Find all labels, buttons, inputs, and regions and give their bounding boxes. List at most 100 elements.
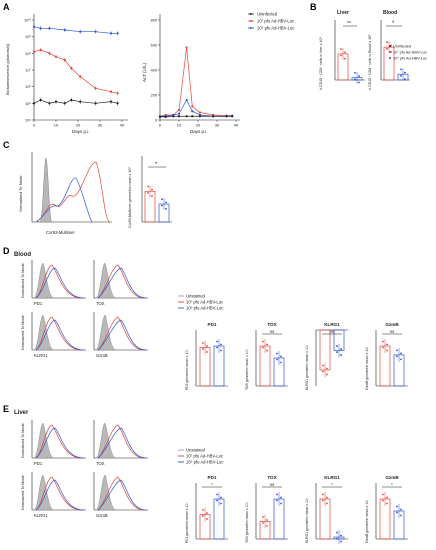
a-right-point bbox=[212, 115, 215, 118]
hist-xlabel: KLRG1 bbox=[34, 353, 48, 358]
bar-dot bbox=[220, 343, 222, 346]
b-liver-dot bbox=[358, 81, 360, 84]
sig-label: ns bbox=[330, 329, 335, 334]
bar-title: GzmB bbox=[385, 322, 399, 327]
bar-dot bbox=[386, 349, 388, 352]
panel-label-e: E bbox=[3, 404, 9, 414]
a-right-ytick-label: 800 bbox=[151, 19, 157, 23]
c-dot bbox=[161, 198, 163, 201]
a-right-point bbox=[177, 112, 181, 115]
d-legend-unstained-label: Unstained bbox=[186, 294, 206, 299]
legend-high-label: 10⁹ pfu Ad-HBV-Luc bbox=[257, 26, 294, 31]
bar-dot bbox=[396, 355, 398, 358]
bar-dot bbox=[322, 499, 324, 502]
a-left-ytick-label: 10⁶ bbox=[25, 85, 31, 89]
hist-low bbox=[97, 476, 145, 511]
b-legend-uninfected-label: Uninfected bbox=[393, 44, 411, 48]
c-dot bbox=[165, 201, 167, 204]
b-blood-dot bbox=[386, 47, 388, 50]
panel-label-c: C bbox=[3, 140, 10, 150]
bar-dot bbox=[266, 519, 268, 521]
a-right-point bbox=[191, 115, 194, 118]
bar-dot bbox=[280, 361, 282, 364]
a-left-ytick-label: 10⁵ bbox=[25, 102, 31, 106]
a-right-xtick-label: 40 bbox=[234, 123, 239, 128]
e-legend-unstained-label: Unstained bbox=[186, 448, 206, 453]
hist-high bbox=[97, 267, 147, 299]
bar-dot bbox=[220, 496, 222, 499]
bar-title: PD1 bbox=[208, 322, 217, 327]
hist-low bbox=[97, 316, 145, 351]
bar-dot bbox=[220, 502, 222, 505]
bar-ylabel: TOX geometric mean x 10³ bbox=[245, 501, 249, 543]
e-legend-high-label: 10⁹ pfu Ad-HBV-Luc bbox=[186, 460, 223, 465]
a-right-ytick-label: 200 bbox=[151, 94, 157, 98]
b-legend-low-label: 10⁷ pfu Ad-HBV-Luc bbox=[393, 50, 427, 54]
bar-dot bbox=[400, 508, 402, 511]
sig-label: ns bbox=[390, 329, 395, 334]
bar-dot bbox=[336, 531, 338, 534]
d-legend-low-label: 10⁷ pfu Ad-HBV-Luc bbox=[186, 300, 223, 305]
bar-dot bbox=[276, 358, 278, 361]
a-right-xtick-label: 30 bbox=[215, 123, 220, 128]
legend-uninfected-marker bbox=[250, 13, 252, 15]
bar-dot bbox=[216, 499, 218, 502]
a-right-point bbox=[191, 105, 194, 108]
bar-dot bbox=[382, 499, 384, 502]
panel-c-bar-chart: Cor93-Multimer geometric mean x 10³ * bbox=[128, 156, 172, 228]
panel-label-b: B bbox=[310, 2, 317, 12]
hist-high bbox=[97, 479, 147, 511]
b-legend-uninfected-marker bbox=[389, 45, 391, 47]
b-legend-high-label: 10⁹ pfu Ad-HBV-Luc bbox=[393, 56, 427, 60]
b-liver-sig: ** bbox=[347, 21, 351, 27]
a-right-point bbox=[198, 111, 201, 114]
b-legend-low-marker bbox=[389, 51, 391, 53]
hist-high bbox=[97, 427, 147, 459]
a-right-point bbox=[191, 110, 194, 113]
bar-title: GzmB bbox=[385, 475, 399, 480]
bar-dot bbox=[396, 349, 398, 352]
bar-dot bbox=[322, 364, 324, 367]
bar-dot bbox=[216, 346, 218, 349]
a-right-series-line bbox=[160, 99, 233, 117]
bar-dot bbox=[336, 351, 338, 353]
hist-unstained bbox=[95, 314, 117, 351]
bar-dot bbox=[396, 511, 398, 514]
d-legend-high-label: 10⁹ pfu Ad-HBV-Luc bbox=[186, 306, 223, 311]
bar-dot bbox=[396, 505, 398, 508]
hist-xlabel: PD1 bbox=[34, 301, 43, 306]
bar-dot bbox=[206, 518, 208, 520]
bar-dot bbox=[280, 496, 282, 499]
panel-b-blood-chart: Blood # CD45⁺ CD8⁺ cells in Blood x 10³ … bbox=[368, 10, 410, 90]
bar-dot bbox=[340, 348, 342, 350]
a-left-series-line bbox=[33, 99, 118, 104]
bar-dot bbox=[326, 496, 328, 499]
bar-dot bbox=[276, 493, 278, 496]
bar-dot bbox=[336, 537, 338, 540]
a-left-xlabel: Days p.i. bbox=[72, 129, 90, 134]
bar-dot bbox=[262, 340, 264, 343]
a-right-xtick-label: 0 bbox=[159, 123, 162, 128]
sig-label: ns bbox=[270, 329, 275, 334]
bar-dot bbox=[202, 348, 204, 350]
bar-dot bbox=[276, 499, 278, 502]
bar-dot bbox=[202, 342, 204, 344]
bar-dot bbox=[386, 502, 388, 505]
a-right-point bbox=[185, 46, 188, 49]
a-left-series-line bbox=[33, 26, 118, 34]
hist-unstained bbox=[95, 474, 117, 511]
bar-dot bbox=[266, 343, 268, 346]
hist-ylabel: Normalized To Mode bbox=[21, 315, 25, 350]
a-right-point bbox=[198, 115, 201, 118]
a-left-series-line bbox=[33, 49, 118, 94]
bar-ylabel: TOX geometric mean x 10³ bbox=[245, 348, 249, 390]
bar-dot bbox=[400, 352, 402, 355]
hist-low bbox=[35, 424, 83, 459]
b-blood-dot bbox=[400, 68, 402, 71]
hist-unstained bbox=[95, 422, 117, 459]
b-liver-dot bbox=[354, 78, 356, 81]
bar-dot bbox=[262, 346, 264, 349]
bar-dot bbox=[400, 514, 402, 517]
a-right-ylabel: ALT (U/L) bbox=[142, 62, 147, 82]
